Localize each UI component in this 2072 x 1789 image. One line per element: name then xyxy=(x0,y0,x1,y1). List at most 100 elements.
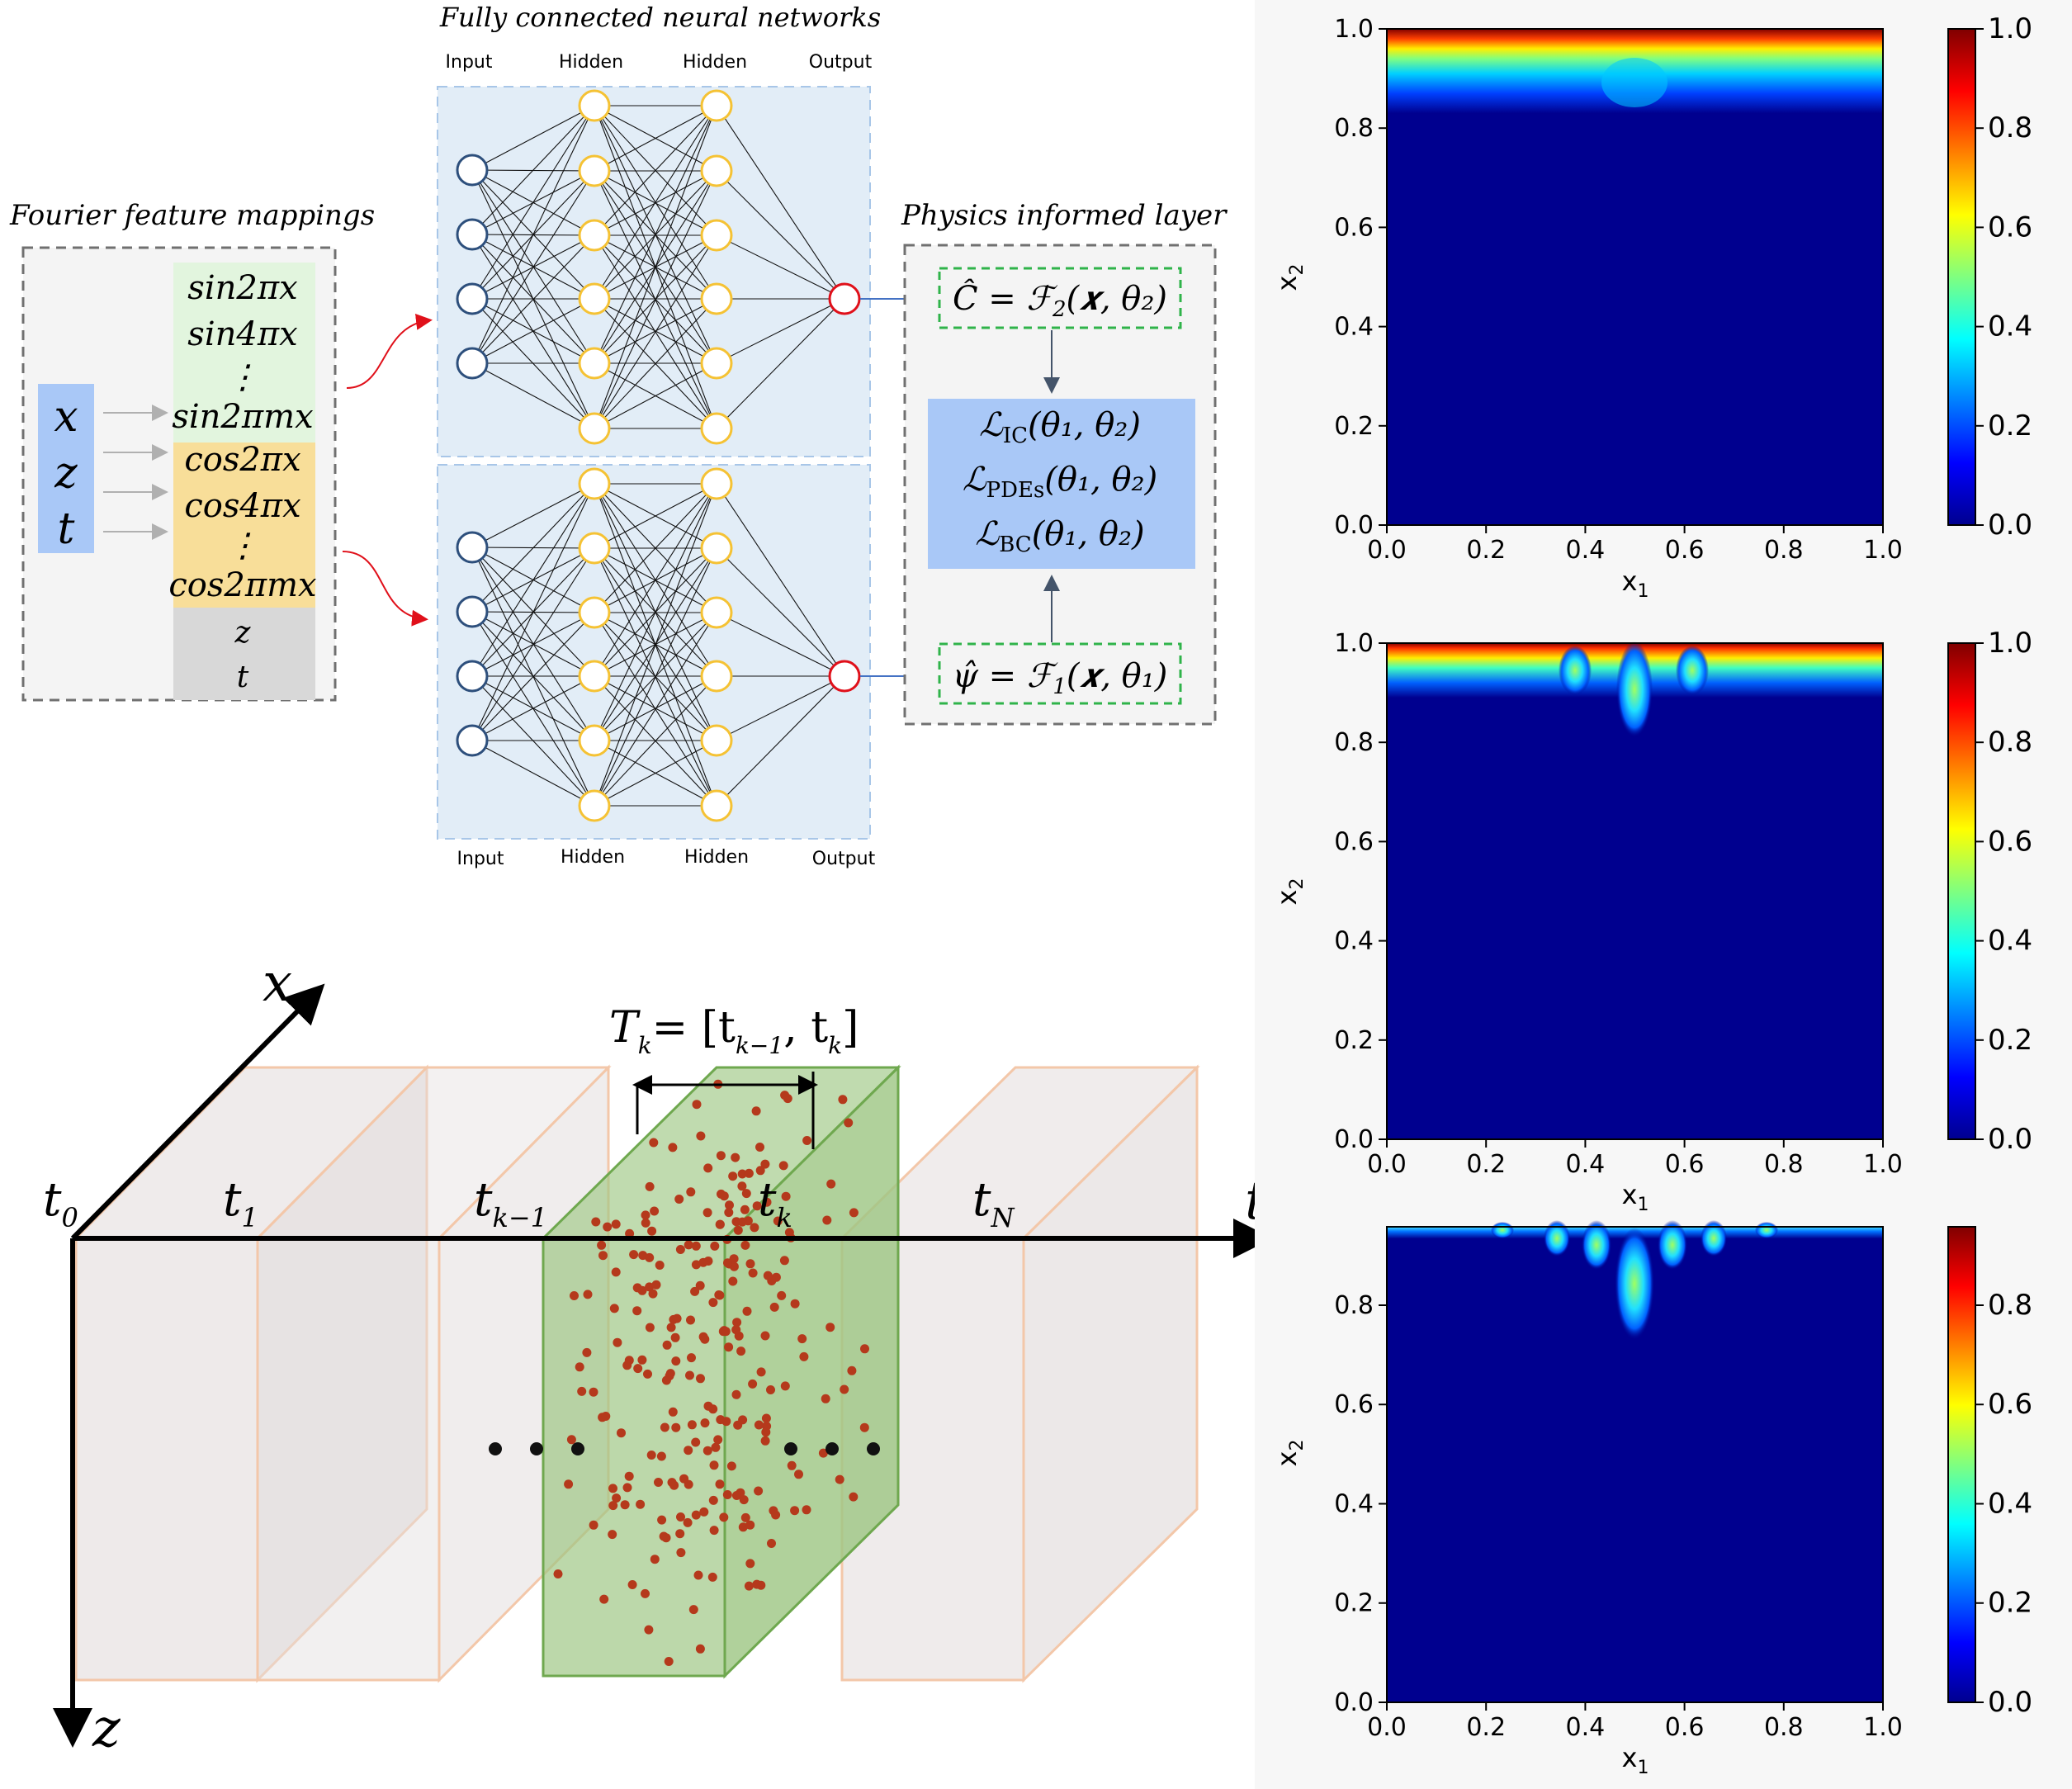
nn-input-node xyxy=(456,154,489,187)
chat-equation: Ĉ = ℱ2(𝒙, θ₂) xyxy=(953,279,1167,322)
collocation-point xyxy=(728,1276,738,1286)
collocation-point xyxy=(620,1500,630,1510)
nn2-label-hidden: Hidden xyxy=(684,847,749,868)
collocation-point xyxy=(799,1351,809,1361)
collocation-point xyxy=(748,1268,758,1278)
y-tick-label: 0.2 xyxy=(1334,1026,1374,1055)
nn1-label-output: Output xyxy=(809,52,873,73)
collocation-point xyxy=(657,1515,667,1525)
nn-edges xyxy=(471,483,845,807)
collocation-point xyxy=(641,1218,650,1228)
interval-label: Tk= [tk−1, tk] xyxy=(609,1003,859,1059)
collocation-point xyxy=(672,1313,682,1323)
nn-hidden-node xyxy=(700,89,733,122)
colorbar-tick-label: 0.2 xyxy=(1988,1587,2032,1620)
collocation-point xyxy=(683,1517,693,1527)
collocation-point xyxy=(734,1331,744,1341)
collocation-point xyxy=(684,1446,693,1455)
nn1-label-hidden: Hidden xyxy=(683,52,747,73)
z-axis-label: z xyxy=(92,1698,121,1759)
collocation-point xyxy=(752,1579,762,1589)
collocation-point xyxy=(731,1389,741,1399)
ffm-input-x: x xyxy=(54,392,78,442)
collocation-point xyxy=(745,1259,755,1269)
collocation-point xyxy=(597,1240,607,1250)
ffm-cos-term: cos4πx xyxy=(184,487,300,525)
collocation-point xyxy=(748,1379,758,1389)
collocation-point xyxy=(780,1381,790,1391)
collocation-point xyxy=(709,1526,719,1536)
nn-input-node xyxy=(456,347,489,380)
collocation-point xyxy=(650,1555,660,1564)
heatmap-3-axes xyxy=(1386,1226,1884,1703)
x-tick-label: 0.4 xyxy=(1566,1150,1606,1179)
collocation-point xyxy=(756,1367,766,1377)
collocation-point xyxy=(761,1413,771,1423)
collocation-point xyxy=(725,1200,734,1210)
physics-title: Physics informed layer xyxy=(901,199,1228,232)
collocation-point xyxy=(691,1241,701,1251)
collocation-point xyxy=(710,1241,720,1251)
ffm-input-arrows xyxy=(103,405,168,540)
collocation-point xyxy=(760,1331,770,1341)
nn-title: Fully connected neural networks xyxy=(439,2,881,33)
ffm-input-z: z xyxy=(54,448,78,498)
collocation-point xyxy=(719,1191,729,1201)
y-tick-label: 0.2 xyxy=(1334,1589,1374,1618)
collocation-point xyxy=(790,1299,800,1309)
collocation-point xyxy=(719,1512,729,1522)
collocation-point xyxy=(648,1289,658,1299)
collocation-point xyxy=(737,1181,747,1191)
collocation-point xyxy=(646,1451,656,1460)
collocation-point xyxy=(564,1479,574,1489)
collocation-point xyxy=(647,1226,657,1236)
heatmap-2-axes xyxy=(1386,642,1884,1140)
nn-hidden-node xyxy=(578,660,611,693)
collocation-point xyxy=(849,1492,859,1502)
collocation-point xyxy=(691,1437,701,1447)
collocation-point xyxy=(598,1251,608,1261)
collocation-point xyxy=(651,1280,661,1290)
collocation-point xyxy=(773,1216,783,1226)
nn-hidden-node xyxy=(700,789,733,822)
collocation-point xyxy=(632,1306,642,1316)
nn-hidden-node xyxy=(700,467,733,500)
collocation-point xyxy=(716,1151,726,1161)
heatmap-1: 0.0 0.2 0.4 0.6 0.8 1.0 0.0 0.2 0.4 0.6 0.8 1.0 0.0 0… xyxy=(1271,12,2032,602)
y-tick-label: 0.0 xyxy=(1334,511,1374,540)
collocation-point xyxy=(826,1179,836,1189)
ffm-cos-term: cos2πmx xyxy=(168,566,316,604)
collocation-point xyxy=(760,1159,770,1169)
collocation-point xyxy=(665,1369,675,1379)
nn-output-node xyxy=(828,660,861,693)
colorbar-tick-label: 0.6 xyxy=(1988,1388,2032,1421)
ffm-sin-ellipsis: ⋮ xyxy=(226,358,259,396)
heatmap-2-finger xyxy=(1559,646,1592,695)
collocation-point xyxy=(674,1195,684,1204)
collocation-point xyxy=(740,1240,750,1250)
ffm-to-nn1-arrow xyxy=(346,313,433,389)
collocation-point xyxy=(700,1418,710,1428)
collocation-point xyxy=(745,1559,755,1569)
tick-t0: t0 xyxy=(43,1173,78,1233)
colorbar-tick-label: 0.0 xyxy=(1988,1123,2032,1156)
nn-hidden-node xyxy=(700,154,733,187)
y-tick-label: 0.8 xyxy=(1334,728,1374,757)
collocation-point xyxy=(591,1217,601,1227)
heatmap-2-colorbar xyxy=(1947,642,1976,1140)
collocation-point xyxy=(750,1223,759,1233)
nn-output-node xyxy=(828,282,861,315)
collocation-point xyxy=(609,1304,619,1313)
collocation-point xyxy=(822,1215,832,1225)
heatmap-2-xlabel: x1 xyxy=(1622,1179,1649,1215)
ffm-to-nn2-arrow xyxy=(342,551,428,627)
y-tick-label: 0.2 xyxy=(1334,412,1374,441)
collocation-point xyxy=(731,1491,741,1500)
collocation-point xyxy=(740,1204,750,1214)
collocation-point xyxy=(645,1181,655,1191)
heatmap-2-finger xyxy=(1676,646,1709,695)
colorbar-tick-label: 0.2 xyxy=(1988,1024,2032,1057)
collocation-point xyxy=(752,1201,762,1211)
collocation-point xyxy=(740,1512,750,1522)
